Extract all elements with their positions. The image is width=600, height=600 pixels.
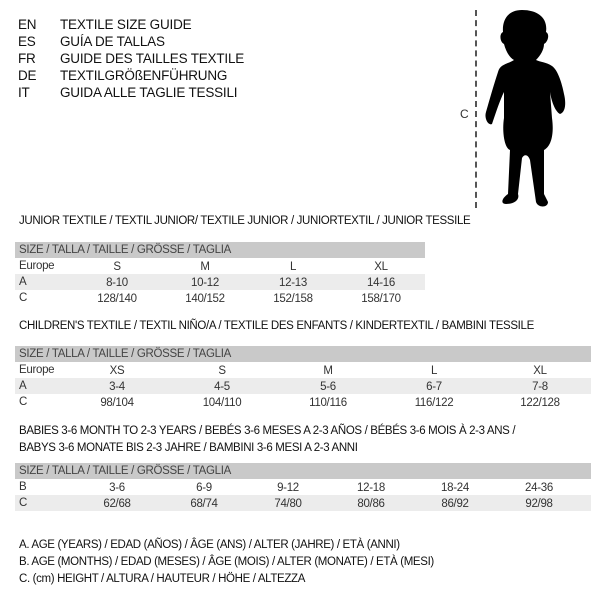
table-header: SIZE / TALLA / TAILLE / GRÖSSE / TAGLIA: [15, 242, 425, 258]
row-label: A: [19, 380, 27, 392]
lang-code: IT: [18, 85, 30, 100]
legend-a: A. AGE (YEARS) / EDAD (AÑOS) / ÂGE (ANS)…: [19, 539, 400, 551]
table-cell: 7-8: [532, 381, 548, 393]
table-cell: 6-9: [196, 482, 212, 494]
babies-size-table: SIZE / TALLA / TAILLE / GRÖSSE / TAGLIA B…: [15, 463, 591, 511]
table-header: SIZE / TALLA / TAILLE / GRÖSSE / TAGLIA: [15, 463, 591, 479]
lang-code: ES: [18, 34, 36, 49]
child-silhouette-icon: [485, 10, 566, 207]
table-row: Europe S M L XL: [15, 258, 425, 274]
table-cell: 10-12: [191, 277, 219, 289]
table-cell: 80/86: [357, 498, 385, 510]
legend-b: B. AGE (MONTHS) / EDAD (MESES) / ÂGE (MO…: [19, 556, 434, 568]
height-measure-line: [475, 10, 477, 208]
table-row: C 62/68 68/74 74/80 80/86 86/92 92/98: [15, 495, 591, 511]
table-cell: L: [289, 261, 297, 273]
lang-code: FR: [18, 51, 36, 66]
table-cell: S: [218, 365, 226, 377]
lang-code: EN: [18, 17, 37, 32]
table-cell: S: [113, 261, 121, 273]
row-label: C: [19, 292, 28, 304]
table-cell: 24-36: [525, 482, 553, 494]
table-cell: M: [323, 365, 333, 377]
row-label: C: [19, 396, 28, 408]
row-label: C: [19, 497, 28, 509]
table-header: SIZE / TALLA / TAILLE / GRÖSSE / TAGLIA: [15, 346, 591, 362]
table-cell: 98/104: [100, 397, 134, 409]
lang-title: TEXTILGRÖßENFÜHRUNG: [60, 68, 228, 83]
table-cell: 4-5: [214, 381, 230, 393]
table-row: A 3-4 4-5 5-6 6-7 7-8: [15, 378, 591, 394]
lang-title: TEXTILE SIZE GUIDE: [60, 17, 192, 32]
table-cell: 6-7: [426, 381, 442, 393]
row-label: A: [19, 276, 27, 288]
table-cell: 140/152: [185, 293, 225, 305]
table-cell: XL: [533, 365, 547, 377]
lang-title: GUIDE DES TAILLES TEXTILE: [60, 51, 245, 66]
table-row: Europe XS S M L XL: [15, 362, 591, 378]
legend-c: C. (cm) HEIGHT / ALTURA / HAUTEUR / HÖHE…: [19, 573, 306, 585]
table-row: B 3-6 6-9 9-12 12-18 18-24 24-36: [15, 479, 591, 495]
table-cell: 92/98: [525, 498, 553, 510]
children-size-table: SIZE / TALLA / TAILLE / GRÖSSE / TAGLIA E…: [15, 346, 591, 410]
row-label: Europe: [19, 364, 55, 376]
table-cell: 3-4: [109, 381, 125, 393]
table-cell: 152/158: [273, 293, 313, 305]
table-cell: 62/68: [103, 498, 131, 510]
table-cell: 9-12: [277, 482, 299, 494]
table-row: C 98/104 104/110 110/116 116/122 122/128: [15, 394, 591, 410]
table-cell: 116/122: [414, 397, 454, 409]
table-cell: 128/140: [97, 293, 137, 305]
table-cell: 110/116: [309, 397, 347, 409]
junior-section-title: JUNIOR TEXTILE / TEXTIL JUNIOR/ TEXTILE …: [19, 215, 471, 227]
height-measure-label: C: [460, 107, 469, 121]
row-label: B: [19, 481, 27, 493]
lang-title: GUÍA DE TALLAS: [60, 34, 165, 49]
table-cell: 68/74: [190, 498, 218, 510]
table-cell: L: [430, 365, 438, 377]
table-cell: 8-10: [106, 277, 128, 289]
table-cell: 14-16: [367, 277, 395, 289]
table-cell: XS: [109, 365, 125, 377]
table-cell: 74/80: [274, 498, 302, 510]
table-row: C 128/140 140/152 152/158 158/170: [15, 290, 425, 306]
table-cell: 12-13: [279, 277, 307, 289]
table-cell: 86/92: [441, 498, 469, 510]
table-cell: 18-24: [441, 482, 469, 494]
children-section-title: CHILDREN'S TEXTILE / TEXTIL NIÑO/A / TEX…: [19, 320, 534, 332]
lang-title: GUIDA ALLE TAGLIE TESSILI: [60, 85, 238, 100]
table-cell: 5-6: [320, 381, 336, 393]
babies-section-title-line1: BABIES 3-6 MONTH TO 2-3 YEARS / BEBÉS 3-…: [19, 425, 516, 437]
junior-size-table: SIZE / TALLA / TAILLE / GRÖSSE / TAGLIA E…: [15, 242, 425, 306]
table-cell: 104/110: [202, 397, 242, 409]
table-cell: 122/128: [520, 397, 560, 409]
table-row: A 8-10 10-12 12-13 14-16: [15, 274, 425, 290]
lang-code: DE: [18, 68, 37, 83]
table-cell: XL: [374, 261, 388, 273]
table-cell: 3-6: [109, 482, 125, 494]
row-label: Europe: [19, 260, 55, 272]
table-cell: 158/170: [361, 293, 401, 305]
table-cell: M: [200, 261, 210, 273]
table-cell: 12-18: [357, 482, 385, 494]
babies-section-title-line2: BABYS 3-6 MONATE BIS 2-3 JAHRE / BAMBINI…: [19, 442, 358, 454]
